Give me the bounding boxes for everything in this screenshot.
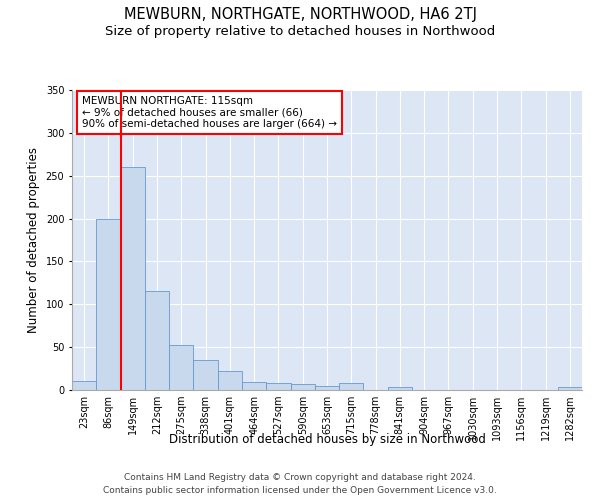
- Text: Contains HM Land Registry data © Crown copyright and database right 2024.
Contai: Contains HM Land Registry data © Crown c…: [103, 474, 497, 495]
- Bar: [218, 371, 242, 390]
- Bar: [339, 383, 364, 390]
- Bar: [266, 383, 290, 390]
- Bar: [145, 292, 169, 390]
- Text: MEWBURN NORTHGATE: 115sqm
← 9% of detached houses are smaller (66)
90% of semi-d: MEWBURN NORTHGATE: 115sqm ← 9% of detach…: [82, 96, 337, 129]
- Y-axis label: Number of detached properties: Number of detached properties: [27, 147, 40, 333]
- Bar: [72, 382, 96, 390]
- Bar: [242, 382, 266, 390]
- Text: Distribution of detached houses by size in Northwood: Distribution of detached houses by size …: [169, 432, 485, 446]
- Bar: [193, 360, 218, 390]
- Bar: [96, 218, 121, 390]
- Bar: [388, 386, 412, 390]
- Bar: [290, 384, 315, 390]
- Bar: [315, 386, 339, 390]
- Text: MEWBURN, NORTHGATE, NORTHWOOD, HA6 2TJ: MEWBURN, NORTHGATE, NORTHWOOD, HA6 2TJ: [124, 8, 476, 22]
- Bar: [558, 388, 582, 390]
- Bar: [169, 346, 193, 390]
- Bar: [121, 167, 145, 390]
- Text: Size of property relative to detached houses in Northwood: Size of property relative to detached ho…: [105, 25, 495, 38]
